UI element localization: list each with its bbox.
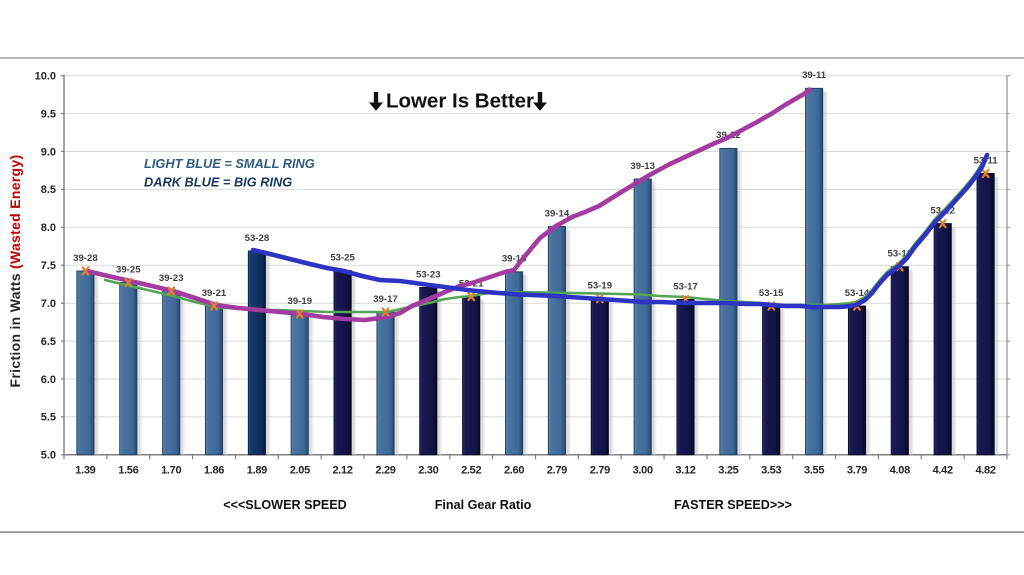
svg-text:8.5: 8.5	[41, 184, 56, 196]
svg-text:3.55: 3.55	[804, 465, 824, 477]
svg-text:1.39: 1.39	[75, 465, 95, 477]
svg-text:53-13: 53-13	[888, 249, 913, 260]
svg-text:4.82: 4.82	[975, 465, 995, 477]
svg-text:53-19: 53-19	[588, 281, 613, 292]
svg-text:39-17: 39-17	[373, 294, 398, 305]
svg-text:53-17: 53-17	[673, 281, 698, 292]
svg-text:39-11: 39-11	[802, 70, 827, 81]
svg-text:3.00: 3.00	[633, 465, 653, 477]
svg-text:1.89: 1.89	[247, 465, 267, 477]
svg-text:9.5: 9.5	[41, 108, 56, 120]
svg-text:53-25: 53-25	[330, 252, 355, 263]
svg-text:10.0: 10.0	[35, 71, 56, 83]
svg-text:39-19: 39-19	[288, 296, 313, 307]
svg-text:4.08: 4.08	[890, 465, 910, 477]
svg-text:Final Gear Ratio: Final Gear Ratio	[435, 498, 532, 512]
svg-text:LIGHT BLUE = SMALL RING: LIGHT BLUE = SMALL RING	[144, 156, 315, 171]
svg-text:53-15: 53-15	[759, 288, 784, 299]
svg-text:7.0: 7.0	[41, 298, 56, 310]
svg-text:39-13: 39-13	[630, 161, 655, 172]
svg-text:5.0: 5.0	[41, 450, 56, 462]
svg-text:1.70: 1.70	[161, 465, 181, 477]
svg-text:2.12: 2.12	[332, 465, 352, 477]
svg-text:8.0: 8.0	[41, 222, 56, 234]
svg-text:53-28: 53-28	[245, 233, 270, 244]
svg-text:3.12: 3.12	[675, 465, 695, 477]
svg-text:3.25: 3.25	[718, 465, 738, 477]
svg-text:1.56: 1.56	[118, 465, 138, 477]
svg-text:53-14: 53-14	[845, 288, 870, 299]
svg-text:4.42: 4.42	[933, 465, 953, 477]
svg-text:7.5: 7.5	[41, 260, 56, 272]
svg-text:2.79: 2.79	[547, 465, 567, 477]
svg-text:2.52: 2.52	[461, 465, 481, 477]
svg-text:9.0: 9.0	[41, 146, 56, 158]
svg-text:53-23: 53-23	[416, 269, 441, 280]
svg-text:1.86: 1.86	[204, 465, 224, 477]
svg-text:2.79: 2.79	[590, 465, 610, 477]
svg-text:5.5: 5.5	[41, 412, 56, 424]
svg-text:2.05: 2.05	[290, 465, 310, 477]
svg-text:2.29: 2.29	[375, 465, 395, 477]
svg-text:Friction in Watts (Wasted Ene: Friction in Watts (Wasted Energy)	[7, 155, 23, 388]
svg-text:6.5: 6.5	[41, 336, 56, 348]
svg-text:2.60: 2.60	[504, 465, 524, 477]
svg-text:DARK BLUE = BIG RING: DARK BLUE = BIG RING	[144, 175, 292, 190]
svg-text:3.79: 3.79	[847, 465, 867, 477]
svg-text:<<<SLOWER SPEED: <<<SLOWER SPEED	[223, 498, 347, 512]
svg-text:3.53: 3.53	[761, 465, 781, 477]
svg-text:39-14: 39-14	[545, 208, 570, 219]
svg-text:39-28: 39-28	[73, 253, 98, 264]
svg-text:2.30: 2.30	[418, 465, 438, 477]
svg-text:39-15: 39-15	[502, 254, 527, 265]
svg-text:39-23: 39-23	[159, 273, 184, 284]
svg-text:39-21: 39-21	[202, 288, 227, 299]
svg-text:6.0: 6.0	[41, 374, 56, 386]
svg-text:FASTER SPEED>>>: FASTER SPEED>>>	[674, 498, 792, 512]
svg-text:39-25: 39-25	[116, 264, 141, 275]
svg-text:Lower Is Better: Lower Is Better	[386, 90, 534, 113]
